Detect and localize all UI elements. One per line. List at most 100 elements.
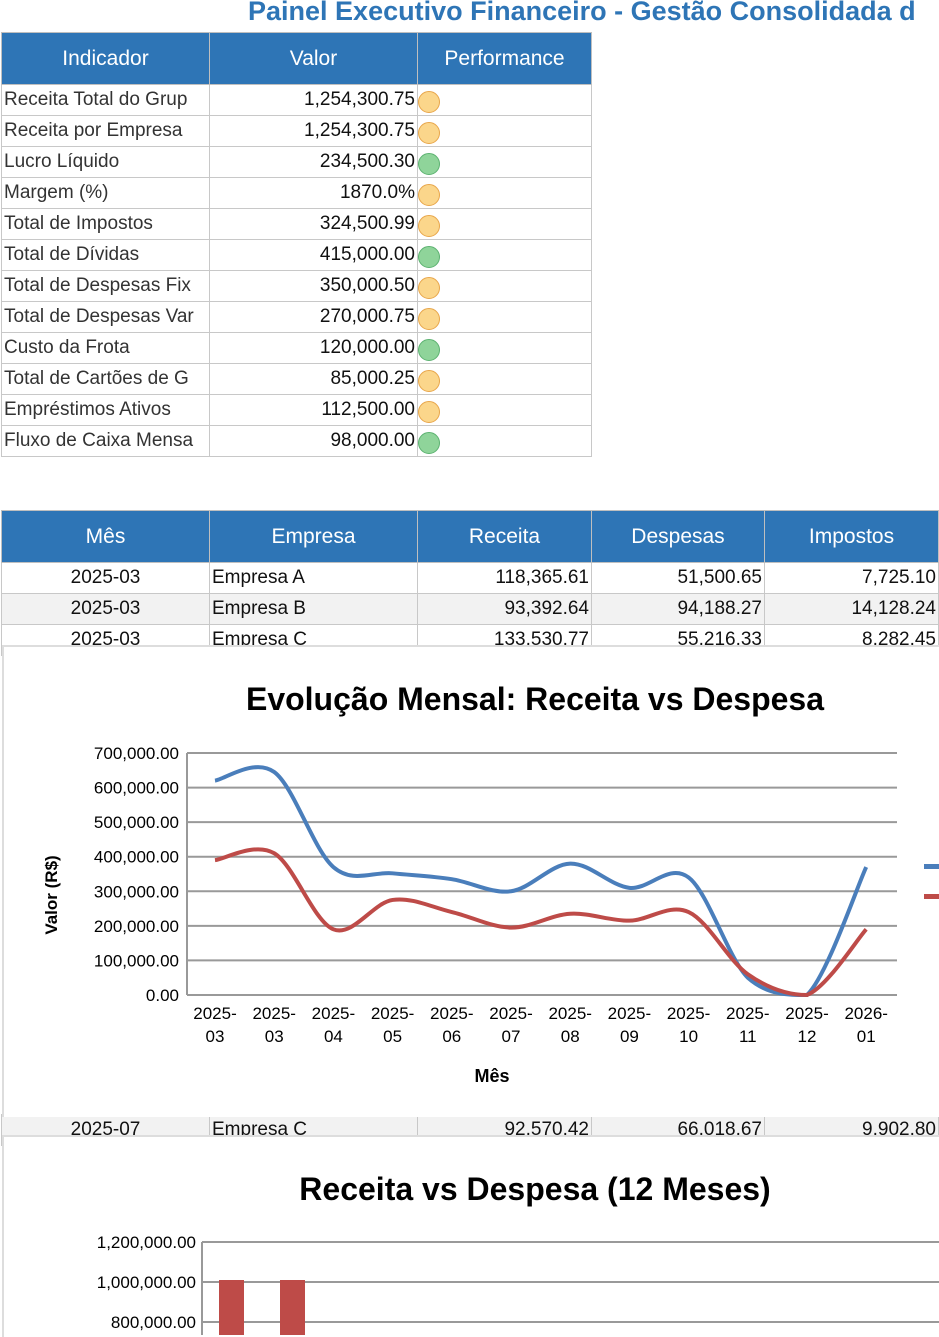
table-row[interactable]: Custo da Frota 120,000.00 [1,332,592,364]
cell-performance[interactable] [417,208,592,240]
series-line-1 [214,847,868,998]
cell-performance[interactable] [417,115,592,147]
cell-indicador[interactable]: Fluxo de Caixa Mensa [1,425,210,457]
kpi-table: Indicador Valor Performance Receita Tota… [1,32,592,457]
y-tick-label: 600,000.00 [94,779,179,798]
table-row[interactable]: Receita por Empresa 1,254,300.75 [1,115,592,147]
table-row[interactable]: Total de Dívidas 415,000.00 [1,239,592,271]
y-tick-label: 1,200,000.00 [97,1233,196,1252]
status-dot-icon [418,184,440,206]
cell-indicador[interactable]: Total de Impostos [1,208,210,240]
chart-title: Receita vs Despesa (12 Meses) [299,1171,770,1207]
table-row[interactable]: Total de Impostos 324,500.99 [1,208,592,240]
bar [219,1280,244,1335]
y-tick-label: 400,000.00 [94,848,179,867]
status-dot-icon [418,370,440,392]
header-empresa[interactable]: Empresa [209,510,418,563]
header-valor[interactable]: Valor [209,32,418,85]
status-dot-icon [418,277,440,299]
cell-performance[interactable] [417,394,592,426]
cell-indicador[interactable]: Receita por Empresa [1,115,210,147]
table-row[interactable]: Empréstimos Ativos 112,500.00 [1,394,592,426]
cell-indicador[interactable]: Custo da Frota [1,332,210,364]
table-row[interactable]: Total de Despesas Fix 350,000.50 [1,270,592,302]
y-tick-label: 100,000.00 [94,951,179,970]
status-dot-icon [418,153,440,175]
series-line-0 [214,765,869,998]
cell-performance[interactable] [417,146,592,178]
cell-indicador[interactable]: Total de Despesas Fix [1,270,210,302]
header-performance[interactable]: Performance [417,32,592,85]
y-tick-label: 200,000.00 [94,917,179,936]
y-axis-label: Valor (R$) [42,855,61,934]
cell-indicador[interactable]: Empréstimos Ativos [1,394,210,426]
line-chart-svg: Evolução Mensal: Receita vs Despesa Mês … [42,681,939,1086]
cell-valor[interactable]: 415,000.00 [209,239,418,271]
header-despesas[interactable]: Despesas [591,510,765,563]
table-row[interactable]: Total de Despesas Var 270,000.75 [1,301,592,333]
cell-indicador[interactable]: Lucro Líquido [1,146,210,178]
x-tick-label: 2025-10 [667,1004,710,1046]
line-chart[interactable]: Evolução Mensal: Receita vs Despesa Mês … [2,645,939,1117]
cell-empresa[interactable]: Empresa A [209,562,418,594]
cell-impostos[interactable]: 7,725.10 [764,562,939,594]
cell-valor[interactable]: 324,500.99 [209,208,418,240]
legend-marker-0 [924,864,939,869]
cell-valor[interactable]: 234,500.30 [209,146,418,178]
table-row[interactable]: Receita Total do Grup 1,254,300.75 [1,84,592,116]
status-dot-icon [418,91,440,113]
cell-despesas[interactable]: 51,500.65 [591,562,765,594]
cell-valor[interactable]: 1870.0% [209,177,418,209]
cell-valor[interactable]: 112,500.00 [209,394,418,426]
cell-receita[interactable]: 118,365.61 [417,562,592,594]
table-row[interactable]: Margem (%) 1870.0% [1,177,592,209]
y-tick-label: 800,000.00 [111,1313,196,1332]
table-row[interactable]: Lucro Líquido 234,500.30 [1,146,592,178]
cell-mes[interactable]: 2025-03 [1,562,210,594]
cell-valor[interactable]: 85,000.25 [209,363,418,395]
cell-mes[interactable]: 2025-03 [1,593,210,625]
cell-impostos[interactable]: 14,128.24 [764,593,939,625]
table-row[interactable]: Total de Cartões de G 85,000.25 [1,363,592,395]
cell-valor[interactable]: 270,000.75 [209,301,418,333]
cell-empresa[interactable]: Empresa B [209,593,418,625]
cell-performance[interactable] [417,270,592,302]
cell-despesas[interactable]: 94,188.27 [591,593,765,625]
header-receita[interactable]: Receita [417,510,592,563]
cell-performance[interactable] [417,239,592,271]
header-indicador[interactable]: Indicador [1,32,210,85]
monthly-table: Mês Empresa Receita Despesas Impostos 20… [1,510,939,656]
cell-valor[interactable]: 120,000.00 [209,332,418,364]
x-tick-label: 2025-09 [608,1004,651,1046]
cell-performance[interactable] [417,301,592,333]
cell-performance[interactable] [417,363,592,395]
cell-indicador[interactable]: Receita Total do Grup [1,84,210,116]
header-impostos[interactable]: Impostos [764,510,939,563]
x-tick-label: 2025-03 [252,1004,295,1046]
legend-marker-1 [924,894,939,899]
status-dot-icon [418,432,440,454]
cell-indicador[interactable]: Total de Cartões de G [1,363,210,395]
cell-performance[interactable] [417,84,592,116]
cell-valor[interactable]: 1,254,300.75 [209,115,418,147]
x-tick-label: 2026-01 [844,1004,887,1046]
cell-valor[interactable]: 1,254,300.75 [209,84,418,116]
cell-valor[interactable]: 350,000.50 [209,270,418,302]
header-mes[interactable]: Mês [1,510,210,563]
cell-receita[interactable]: 93,392.64 [417,593,592,625]
cell-indicador[interactable]: Total de Dívidas [1,239,210,271]
status-dot-icon [418,401,440,423]
cell-performance[interactable] [417,177,592,209]
bar-chart[interactable]: Receita vs Despesa (12 Meses) 800,000.00… [2,1135,939,1337]
table-row[interactable]: 2025-03 Empresa A 118,365.61 51,500.65 7,725… [1,562,939,594]
cell-performance[interactable] [417,425,592,457]
cell-indicador[interactable]: Total de Despesas Var [1,301,210,333]
table-row[interactable]: Fluxo de Caixa Mensa 98,000.00 [1,425,592,457]
cell-indicador[interactable]: Margem (%) [1,177,210,209]
cell-performance[interactable] [417,332,592,364]
cell-valor[interactable]: 98,000.00 [209,425,418,457]
status-dot-icon [418,339,440,361]
status-dot-icon [418,122,440,144]
table-row[interactable]: 2025-03 Empresa B 93,392.64 94,188.27 14,128… [1,593,939,625]
bar-chart-svg: Receita vs Despesa (12 Meses) 800,000.00… [97,1171,939,1335]
